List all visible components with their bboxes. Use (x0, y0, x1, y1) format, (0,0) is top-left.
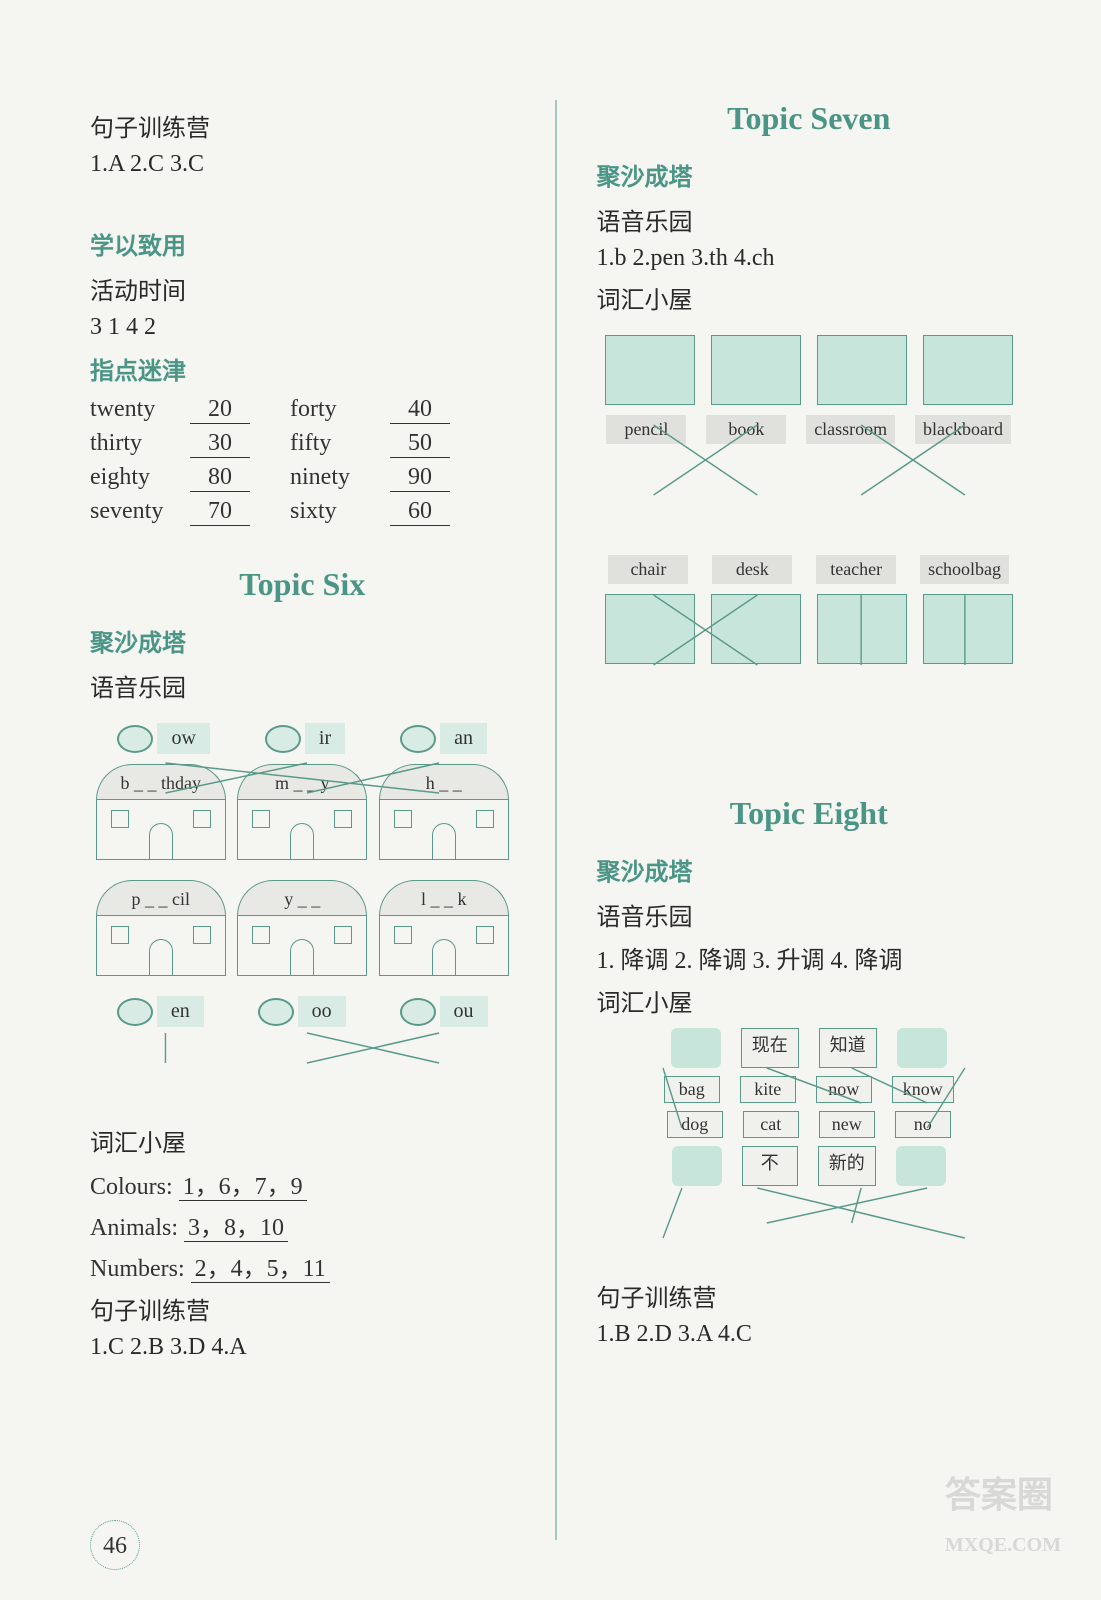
snail-icon (400, 725, 436, 753)
page-number: 46 (90, 1520, 140, 1570)
snail-icon (400, 998, 436, 1026)
right-column: Topic Seven 聚沙成塔 语音乐园 1.b 2.pen 3.th 4.c… (597, 100, 1022, 1540)
number-row: eighty 80 ninety 90 (90, 464, 515, 492)
number-row: thirty 30 fifty 50 (90, 430, 515, 458)
snail-icon (258, 998, 294, 1026)
gather-heading: 聚沙成塔 (90, 623, 515, 658)
phonics-garden: 语音乐园 (597, 202, 1022, 237)
phonics-garden: 语音乐园 (597, 897, 1022, 932)
blob-icon (671, 1028, 721, 1068)
house-icon: p _ _ cil (96, 880, 226, 976)
teacher-icon (817, 594, 907, 664)
watermark: 答案圈 MXQE.COM (945, 1466, 1061, 1560)
snail-icon (265, 725, 301, 753)
apply-heading: 学以致用 (90, 226, 515, 261)
blob-icon (896, 1146, 946, 1186)
sentence-camp-answers2: 1.C 2.B 3.D 4.A (90, 1334, 515, 1361)
desk-icon (605, 594, 695, 664)
house-icon: l _ _ k (379, 880, 509, 976)
topic-eight-title: Topic Eight (597, 795, 1022, 832)
house-icon: m _ _ y (237, 764, 367, 860)
house-icon: h _ _ (379, 764, 509, 860)
phonics-garden: 语音乐园 (90, 668, 515, 703)
house-icon: b _ _ thday (96, 764, 226, 860)
sentence-camp-answers: 1.A 2.C 3.C (90, 151, 515, 178)
snail-icon (117, 998, 153, 1026)
vocab-house: 词汇小屋 (90, 1123, 515, 1158)
topic8-match: 现在 知道 bag kite now know dog cat new no 不… (597, 1028, 1022, 1268)
left-column: 句子训练营 1.A 2.C 3.C 学以致用 活动时间 3 1 4 2 指点迷津… (90, 100, 515, 1540)
sentence-camp-title3: 句子训练营 (597, 1278, 1022, 1313)
colours-line: Colours: 1，6，7，9 (90, 1166, 515, 1201)
snail-icon (117, 725, 153, 753)
topic-six-title: Topic Six (90, 566, 515, 603)
classroom-icon (923, 335, 1013, 405)
topic-seven-title: Topic Seven (597, 100, 1022, 137)
vocab-house: 词汇小屋 (597, 983, 1022, 1018)
column-divider (555, 100, 557, 1540)
sentence-camp-answers3: 1.B 2.D 3.A 4.C (597, 1321, 1022, 1348)
house-icon: y _ _ (237, 880, 367, 976)
topic6-match: ow ir an b _ _ thday m _ _ y h _ _ p _ _… (90, 723, 515, 1103)
activity-time: 活动时间 (90, 271, 515, 306)
chair-icon (711, 594, 801, 664)
topic7-match-1: pencil book classroom blackboard (597, 335, 1022, 535)
phonics-answers: 1.b 2.pen 3.th 4.ch (597, 245, 1022, 272)
gather-heading: 聚沙成塔 (597, 852, 1022, 887)
schoolbag-icon (923, 594, 1013, 664)
guide-heading: 指点迷津 (90, 351, 515, 386)
book-icon (605, 335, 695, 405)
blackboard-icon (817, 335, 907, 405)
pencil-icon (711, 335, 801, 405)
gather-heading: 聚沙成塔 (597, 157, 1022, 192)
number-row: seventy 70 sixty 60 (90, 498, 515, 526)
sentence-camp-title2: 句子训练营 (90, 1291, 515, 1326)
sentence-camp-title: 句子训练营 (90, 108, 515, 143)
activity-answers: 3 1 4 2 (90, 314, 515, 341)
blob-icon (672, 1146, 722, 1186)
tone-answers: 1. 降调 2. 降调 3. 升调 4. 降调 (597, 940, 1022, 975)
numbers-line: Numbers: 2，4，5，11 (90, 1248, 515, 1283)
blob-icon (897, 1028, 947, 1068)
animals-line: Animals: 3，8，10 (90, 1207, 515, 1242)
number-row: twenty 20 forty 40 (90, 396, 515, 424)
topic7-match-2: chair desk teacher schoolbag (597, 555, 1022, 755)
vocab-house: 词汇小屋 (597, 280, 1022, 315)
